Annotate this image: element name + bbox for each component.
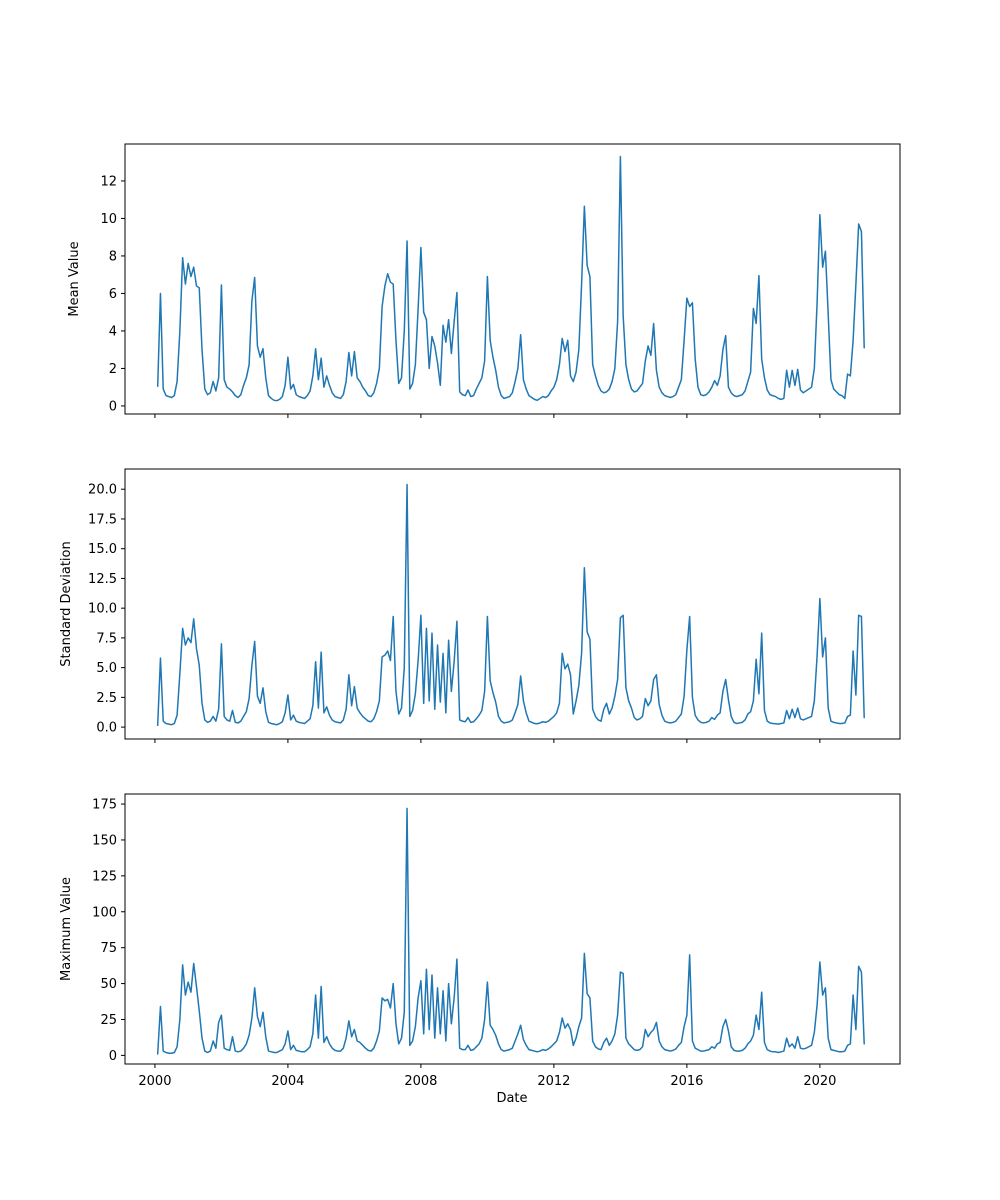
y-tick-label: 150 xyxy=(92,833,117,848)
y-tick-label: 12 xyxy=(100,174,117,189)
series-line xyxy=(156,155,865,402)
y-axis-label-mean: Mean Value xyxy=(67,241,82,316)
x-tick-label: 2016 xyxy=(670,1074,703,1089)
subplot-2: 0.0 2.5 5.0 7.5 10.0 12.5 15.0 17.5 20.0 xyxy=(88,468,901,743)
y-tick-label: 12.5 xyxy=(88,572,117,587)
y-tick-label: 25 xyxy=(100,1013,117,1028)
subplot-1: 0 2 4 6 8 10 12 xyxy=(100,143,901,418)
y-tick-label: 17.5 xyxy=(88,512,117,527)
y-tick-label: 0 xyxy=(109,1049,117,1064)
y-tick-label: 15.0 xyxy=(88,542,117,557)
y-tick-label: 100 xyxy=(92,905,117,920)
y-tick-label: 20.0 xyxy=(88,483,117,498)
y-tick-label: 0 xyxy=(109,399,117,414)
x-tick-label: 2012 xyxy=(537,1074,570,1089)
y-tick-label: 75 xyxy=(100,941,117,956)
axes-frame xyxy=(124,468,901,740)
x-tick-label: 2020 xyxy=(803,1074,836,1089)
y-tick-label: 0.0 xyxy=(96,721,117,736)
axes-frame xyxy=(124,143,901,415)
y-tick-label: 7.5 xyxy=(96,631,117,646)
y-tick-label: 6 xyxy=(109,287,117,302)
y-tick-label: 5.0 xyxy=(96,661,117,676)
y-tick-label: 175 xyxy=(92,798,117,813)
x-axis-label-date: Date xyxy=(496,1091,527,1106)
subplot-3: 0 25 50 75 100 125 150 175 2000 2004 2008 2012 2016 2… xyxy=(92,793,901,1089)
y-tick-label: 8 xyxy=(109,249,117,264)
subplots-group: 0 2 4 6 8 10 12 0.0 2.5 5.0 7.5 10.0 12.5 15.0 17.5 20.… xyxy=(88,143,901,1089)
axes-frame xyxy=(124,793,901,1065)
x-tick-label: 2000 xyxy=(138,1074,171,1089)
y-tick-label: 4 xyxy=(109,324,117,339)
y-tick-label: 10.0 xyxy=(88,602,117,617)
y-axis-label-max: Maximum Value xyxy=(59,877,74,981)
y-tick-label: 10 xyxy=(100,212,117,227)
series-line xyxy=(156,807,865,1055)
y-tick-label: 50 xyxy=(100,977,117,992)
y-tick-label: 2.5 xyxy=(96,691,117,706)
y-tick-label: 2 xyxy=(109,362,117,377)
y-axis-label-std: Standard Deviation xyxy=(59,541,74,666)
series-line xyxy=(156,483,865,727)
x-tick-label: 2004 xyxy=(271,1074,304,1089)
x-tick-label: 2008 xyxy=(404,1074,437,1089)
y-tick-label: 125 xyxy=(92,869,117,884)
